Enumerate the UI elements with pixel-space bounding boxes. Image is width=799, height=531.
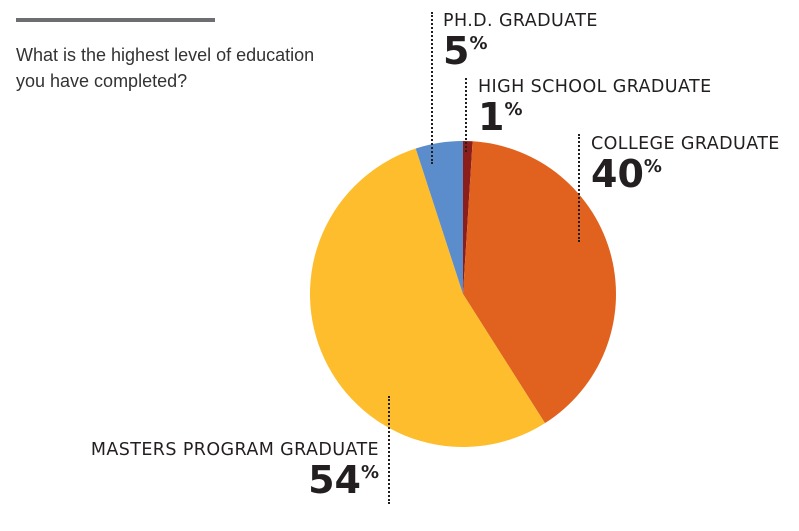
question-line-2: you have completed? <box>16 71 188 91</box>
label-masters-name: MASTERS PROGRAM GRADUATE <box>90 440 379 460</box>
label-college-name: COLLEGE GRADUATE <box>591 134 780 154</box>
chart-question: What is the highest level of education y… <box>16 42 386 94</box>
label-phd-name: PH.D. GRADUATE <box>443 11 598 31</box>
phd-leader-line <box>431 12 433 164</box>
masters-leader-line <box>388 396 390 504</box>
label-masters: MASTERS PROGRAM GRADUATE 54% <box>91 439 379 499</box>
label-highschool-name: HIGH SCHOOL GRADUATE <box>478 77 712 97</box>
label-masters-value: 54% <box>308 458 379 502</box>
pie-slice-high-school-graduate <box>463 141 473 294</box>
label-highschool-value: 1% <box>478 95 523 139</box>
label-college-value: 40% <box>591 152 662 196</box>
pie-slice-college-graduate <box>463 141 616 424</box>
pie-slice-ph-d-graduate <box>415 141 463 294</box>
college-leader-line <box>578 134 580 242</box>
label-college: COLLEGE GRADUATE 40% <box>591 133 780 193</box>
pie-slice-masters-program-graduate <box>309 148 545 448</box>
label-highschool: HIGH SCHOOL GRADUATE 1% <box>478 76 712 136</box>
label-phd-value: 5% <box>443 29 488 73</box>
question-line-1: What is the highest level of education <box>16 45 315 65</box>
header-rule <box>16 18 215 22</box>
label-phd: PH.D. GRADUATE 5% <box>443 10 598 70</box>
highschool-leader-line <box>465 78 467 152</box>
